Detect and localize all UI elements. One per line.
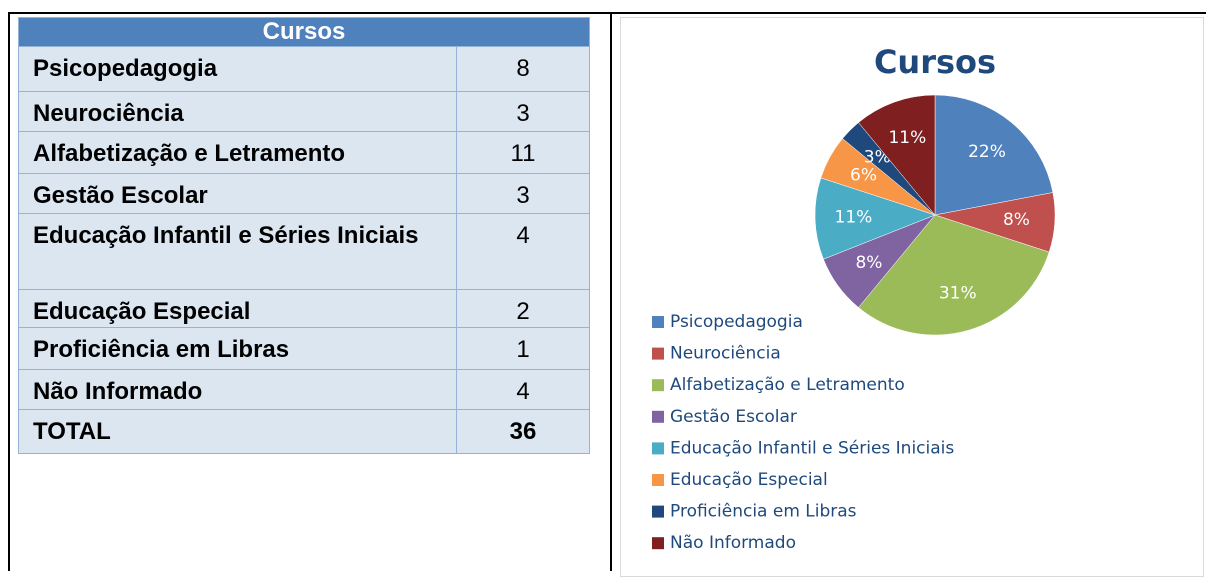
legend-swatch	[652, 379, 664, 392]
count-cell: 1	[456, 327, 590, 370]
count-cell: 2	[456, 289, 590, 328]
pie-slice	[934, 94, 1054, 216]
count-cell: 8	[456, 46, 590, 92]
legend-label: Proficiência em Libras	[670, 502, 857, 522]
course-cell: Educação Especial	[18, 289, 457, 328]
legend-label: Não Informado	[670, 533, 796, 553]
legend-swatch	[652, 537, 664, 550]
legend-label: Alfabetização e Letramento	[670, 375, 905, 395]
data-label: 6%	[850, 166, 877, 186]
count-cell: 36	[456, 409, 590, 454]
count-cell: 4	[456, 213, 590, 290]
data-label: 22%	[968, 142, 1006, 162]
course-cell: Não Informado	[18, 369, 457, 410]
course-cell: Neurociência	[18, 91, 457, 132]
frame-line	[8, 12, 10, 571]
count-cell: 3	[456, 173, 590, 214]
table-row: Neurociência 3	[18, 91, 590, 132]
legend-label: Educação Infantil e Séries Iniciais	[670, 438, 954, 458]
course-cell: TOTAL	[18, 409, 457, 454]
table-row: TOTAL 36	[18, 409, 590, 454]
data-label: 11%	[835, 208, 873, 228]
pie-slice	[858, 214, 1050, 336]
table-row: Educação Especial 2	[18, 289, 590, 328]
legend-swatch	[652, 474, 664, 486]
legend-swatch	[652, 347, 664, 360]
course-cell: Gestão Escolar	[18, 173, 457, 214]
legend-label: Gestão Escolar	[670, 407, 797, 427]
data-label: 31%	[939, 283, 977, 303]
count-cell: 11	[456, 131, 590, 174]
legend-swatch	[652, 410, 664, 423]
table-row: Gestão Escolar 3	[18, 173, 590, 214]
table-body: Cursos Psicopedagogia 8 Neurociência 3 Alfab…	[18, 17, 590, 454]
legend-label: Neurociência	[670, 344, 781, 364]
table-row: Proficiência em Libras 1	[18, 327, 590, 370]
course-cell: Educação Infantil e Séries Iniciais	[18, 213, 457, 290]
pie-slice	[814, 177, 936, 260]
table-row: Não Informado 4	[18, 369, 590, 410]
frame-line	[8, 12, 1206, 14]
legend-swatch	[652, 505, 664, 518]
legend-swatch	[652, 442, 664, 455]
course-cell: Proficiência em Libras	[18, 327, 457, 370]
data-label: 8%	[855, 253, 882, 273]
table-title: Cursos	[18, 17, 590, 47]
data-label: 11%	[888, 128, 926, 148]
course-cell: Alfabetização e Letramento	[18, 131, 457, 174]
frame-line	[610, 12, 612, 571]
legend-swatch	[652, 316, 664, 328]
data-label: 8%	[1003, 210, 1030, 230]
pie-slice	[858, 94, 936, 216]
chart-title: Cursos	[874, 43, 996, 81]
count-cell: 4	[456, 369, 590, 410]
legend-label: Educação Especial	[670, 470, 828, 490]
chart: Cursos 22%8%31%8%11%6%3%11%Psicopedagogi…	[652, 43, 1056, 553]
table-row: Alfabetização e Letramento 11	[18, 131, 590, 174]
courses-table: Cursos Psicopedagogia 8 Neurociência 3 Alfab…	[18, 17, 590, 454]
legend-label: Psicopedagogia	[670, 312, 803, 332]
course-cell: Psicopedagogia	[18, 46, 457, 92]
header-row: Cursos	[18, 17, 590, 47]
count-cell: 3	[456, 91, 590, 132]
table-row: Psicopedagogia 8	[18, 46, 590, 92]
table-row: Educação Infantil e Séries Iniciais 4	[18, 213, 590, 290]
